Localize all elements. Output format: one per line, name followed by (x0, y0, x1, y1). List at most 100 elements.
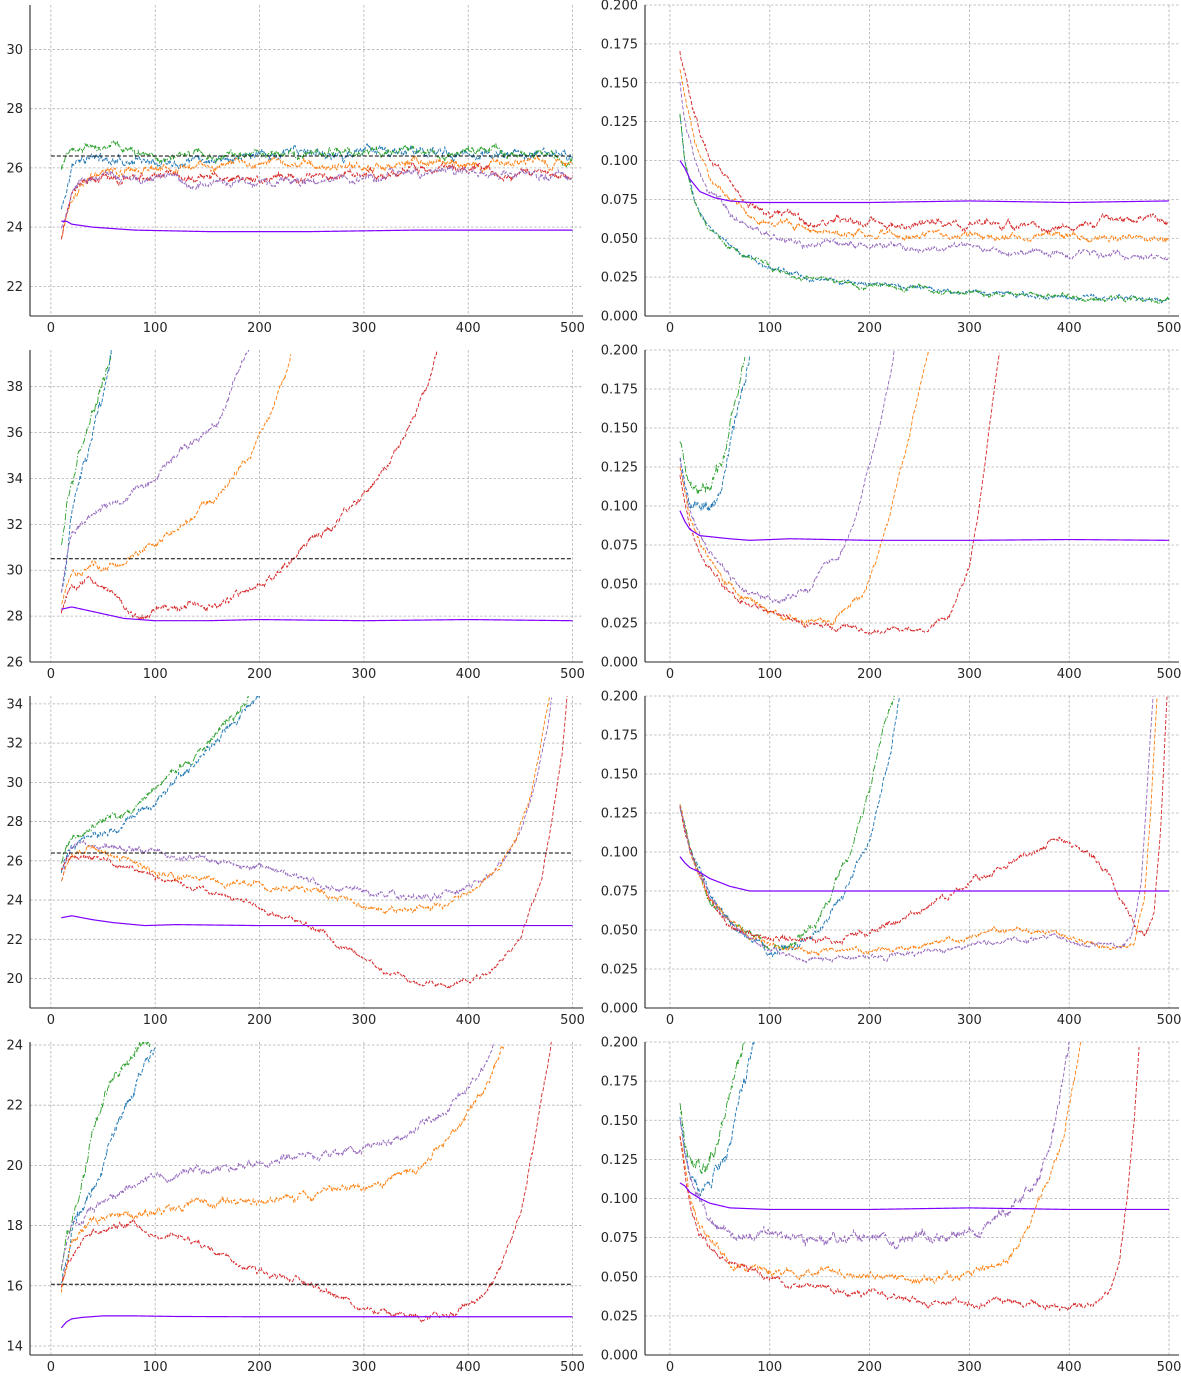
x-tick-label: 0 (47, 1360, 55, 1375)
y-tick-label: 0.150 (601, 76, 638, 91)
y-tick-label: 0.025 (601, 963, 638, 978)
series-line-green (679, 113, 1170, 305)
y-tick-label: 28 (6, 102, 23, 117)
subplot-3-2: 0 100 200 300 400 500 0.000 0.025 0.050 0.075 0.10… (601, 690, 1181, 1029)
plot-area (679, 350, 1170, 635)
y-tick-label: 0.100 (601, 500, 638, 515)
series-line-orange (679, 69, 1170, 243)
y-tick-label: 38 (6, 380, 23, 395)
y-tick-label: 0.150 (601, 768, 638, 783)
y-tick-label: 22 (6, 933, 23, 948)
series-line-violet (61, 915, 573, 927)
x-tick-label: 300 (351, 1360, 376, 1375)
x-tick-label: 200 (247, 1013, 272, 1028)
series-line-blue (60, 696, 260, 874)
series-line-orange (60, 696, 551, 916)
x-tick-label: 400 (456, 667, 481, 682)
x-tick-label: 100 (143, 1013, 168, 1028)
series-line-purple (679, 1042, 1070, 1250)
y-tick-label: 30 (6, 776, 23, 791)
series-line-red (679, 352, 1000, 635)
subplot-4-2: 0 100 200 300 400 500 0.000 0.025 0.050 0.075 0.10… (601, 1036, 1181, 1376)
series-line-red (60, 696, 568, 990)
x-tick-label: 100 (143, 667, 168, 682)
x-tick-label: 500 (560, 1360, 585, 1375)
y-tick-label: 0.150 (601, 1114, 638, 1129)
y-tick-label: 22 (6, 280, 23, 295)
plot-area (679, 51, 1170, 305)
series-line-blue (679, 1042, 756, 1197)
y-tick-label: 0.075 (601, 1231, 638, 1246)
x-tick-label: 500 (560, 1013, 585, 1028)
y-tick-label: 26 (6, 656, 23, 671)
y-tick-label: 30 (6, 43, 23, 58)
series-line-violet (679, 160, 1170, 204)
x-tick-label: 500 (1157, 1360, 1181, 1375)
x-tick-label: 0 (47, 1013, 55, 1028)
y-tick-label: 0.050 (601, 924, 638, 939)
x-tick-label: 500 (1157, 1013, 1181, 1028)
y-tick-label: 0.175 (601, 37, 638, 52)
x-tick-label: 200 (857, 321, 882, 336)
subplot-1-2: 0 100 200 300 400 500 0.000 0.025 0.050 0.075 0.10… (601, 0, 1181, 336)
y-tick-label: 24 (6, 1039, 23, 1054)
series-line-green (60, 696, 249, 864)
series-line-purple (60, 1042, 495, 1269)
x-tick-label: 100 (757, 1360, 782, 1375)
series-line-violet (61, 606, 573, 622)
series-line-green (679, 356, 746, 494)
y-tick-label: 28 (6, 610, 23, 625)
y-tick-label: 34 (6, 472, 23, 487)
series-line-orange (61, 354, 292, 605)
x-tick-label: 0 (47, 667, 55, 682)
series-line-purple (679, 350, 895, 604)
x-tick-label: 400 (456, 1360, 481, 1375)
subplot-3-1: 0 100 200 300 400 500 20 22 24 26 28 30 32 34 (6, 696, 585, 1028)
y-tick-label: 16 (6, 1279, 23, 1294)
y-tick-label: 26 (6, 854, 23, 869)
subplot-2-1: 0 100 200 300 400 500 26 28 30 32 34 36 38 (6, 350, 585, 682)
x-tick-label: 300 (957, 1013, 982, 1028)
series-line-red (60, 350, 438, 621)
y-tick-label: 0.175 (601, 383, 638, 398)
y-tick-label: 0.050 (601, 1270, 638, 1285)
y-tick-label: 0.100 (601, 154, 638, 169)
series-line-purple (679, 696, 1154, 964)
y-tick-label: 36 (6, 426, 23, 441)
y-tick-label: 0.000 (601, 656, 638, 671)
x-tick-label: 200 (247, 667, 272, 682)
x-tick-label: 400 (1057, 321, 1082, 336)
x-tick-label: 400 (456, 321, 481, 336)
y-tick-label: 32 (6, 737, 23, 752)
x-tick-label: 500 (560, 321, 585, 336)
y-tick-label: 0.175 (601, 1075, 638, 1090)
x-tick-label: 0 (666, 667, 674, 682)
x-tick-label: 0 (47, 321, 55, 336)
x-tick-label: 400 (456, 1013, 481, 1028)
y-tick-label: 0.125 (601, 1153, 638, 1168)
x-tick-label: 0 (666, 1360, 674, 1375)
series-line-green (679, 696, 895, 952)
x-tick-label: 300 (957, 321, 982, 336)
y-tick-label: 32 (6, 518, 23, 533)
series-line-orange (679, 1042, 1082, 1285)
plot-area (50, 696, 573, 990)
subplot-1-1: 0 100 200 300 400 500 22 24 26 28 30 (6, 5, 585, 336)
y-tick-label: 0.025 (601, 271, 638, 286)
series-line-blue (60, 143, 574, 210)
plot-area (50, 1042, 573, 1329)
y-tick-label: 0.200 (601, 1036, 638, 1051)
y-tick-label: 0.025 (601, 1309, 638, 1324)
y-tick-label: 0.125 (601, 115, 638, 130)
series-line-blue (60, 1047, 156, 1284)
x-tick-label: 0 (666, 321, 674, 336)
y-tick-label: 14 (6, 1339, 23, 1354)
series-line-violet (60, 1315, 573, 1329)
y-tick-label: 0.200 (601, 344, 638, 359)
x-tick-label: 0 (666, 1013, 674, 1028)
x-tick-label: 300 (957, 1360, 982, 1375)
y-tick-label: 0.125 (601, 807, 638, 822)
x-tick-label: 400 (1057, 1013, 1082, 1028)
y-tick-label: 24 (6, 894, 23, 909)
y-tick-label: 34 (6, 697, 23, 712)
